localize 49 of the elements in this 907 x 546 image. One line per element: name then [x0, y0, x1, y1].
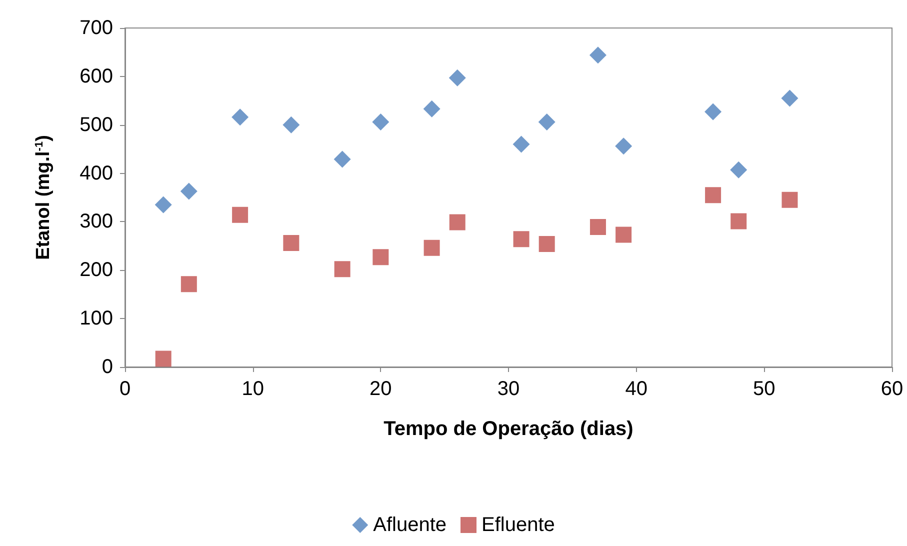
y-tick-label: 500 — [80, 114, 113, 136]
point — [334, 261, 350, 278]
point — [448, 69, 466, 86]
y-tick-label: 400 — [80, 162, 113, 184]
point — [589, 46, 606, 64]
point — [180, 276, 197, 292]
x-tick-label: 10 — [242, 378, 264, 400]
legend-label: Afluente — [373, 514, 446, 536]
point — [730, 161, 748, 178]
point — [512, 136, 530, 153]
y-axis-title: Etanol (mg.l-1) — [33, 135, 54, 260]
point — [180, 182, 198, 200]
x-axis-title: Tempo de Operação (dias) — [384, 418, 634, 440]
point — [334, 150, 351, 168]
y-tick-label: 200 — [80, 259, 113, 282]
point — [283, 235, 300, 252]
point — [538, 113, 556, 130]
y-tick-label: 700 — [80, 17, 113, 39]
point — [423, 100, 440, 118]
y-tick-label: 300 — [80, 210, 113, 233]
x-tick-label: 50 — [753, 378, 776, 400]
x-tick-label: 30 — [497, 378, 520, 400]
y-tick-label: 0 — [102, 356, 113, 378]
point — [232, 206, 248, 223]
point — [155, 350, 172, 367]
point — [616, 226, 632, 243]
point — [705, 187, 722, 204]
point — [232, 108, 249, 126]
legend-label: Efluente — [482, 514, 555, 536]
point — [372, 113, 390, 130]
point — [782, 192, 798, 208]
x-tick-label: 60 — [880, 378, 904, 400]
point — [590, 219, 606, 236]
point — [372, 249, 389, 266]
x-tick-label: 20 — [370, 378, 392, 400]
point — [449, 214, 466, 230]
y-tick-label: 600 — [80, 65, 113, 88]
point — [730, 213, 747, 230]
point — [282, 116, 300, 134]
point — [615, 138, 632, 155]
point — [154, 196, 172, 214]
point — [424, 240, 440, 256]
point — [704, 103, 722, 120]
point — [513, 231, 530, 248]
point — [538, 236, 555, 252]
y-tick-label: 100 — [80, 308, 113, 330]
x-tick-label: 40 — [625, 378, 648, 400]
point — [781, 90, 798, 107]
x-tick-label: 0 — [119, 378, 131, 400]
